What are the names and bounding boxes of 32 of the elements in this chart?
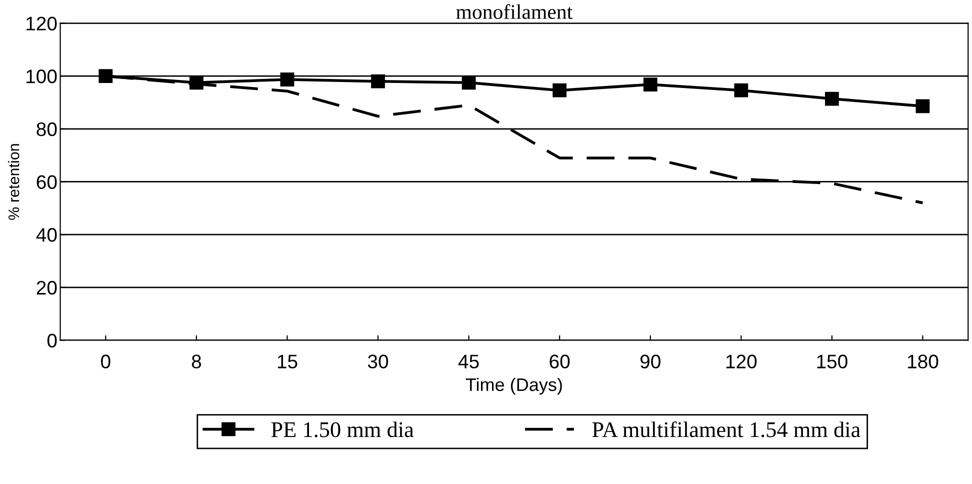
point	[98, 69, 113, 84]
y-tick-label: 100	[26, 70, 57, 84]
legend-label: PE 1.50 mm dia	[271, 422, 414, 438]
legend-label: PA multifilament 1.54 mm dia	[592, 421, 860, 438]
x-tick-label: 15	[278, 354, 298, 368]
point	[371, 74, 385, 88]
y-tick-label: 60	[36, 175, 57, 189]
point	[189, 76, 204, 90]
y-tick-label: 0	[47, 334, 57, 348]
point	[916, 99, 930, 114]
point	[280, 72, 294, 86]
y-tick-label: 120	[26, 16, 57, 30]
x-axis-title: Time (Days)	[466, 378, 562, 395]
x-tick-label: 8	[192, 354, 202, 368]
x-tick-label: 150	[817, 354, 848, 368]
x-tick-label: 45	[458, 354, 479, 368]
x-tick-label: 120	[726, 354, 757, 368]
x-tick-label: 0	[101, 354, 110, 368]
point	[824, 92, 839, 106]
point	[643, 78, 658, 92]
point	[462, 76, 476, 90]
x-tick-label: 180	[908, 354, 938, 368]
y-tick-label: 40	[36, 228, 57, 242]
point	[734, 83, 748, 98]
y-tick-label: 20	[36, 280, 57, 295]
chart-title: monofilament	[456, 4, 573, 19]
y-tick-label: 80	[36, 122, 57, 136]
y-axis-title: % retention	[8, 144, 20, 220]
x-tick-label: 90	[640, 354, 660, 368]
point	[552, 83, 567, 98]
x-tick-label: 30	[368, 354, 388, 368]
x-tick-label: 60	[550, 354, 570, 368]
